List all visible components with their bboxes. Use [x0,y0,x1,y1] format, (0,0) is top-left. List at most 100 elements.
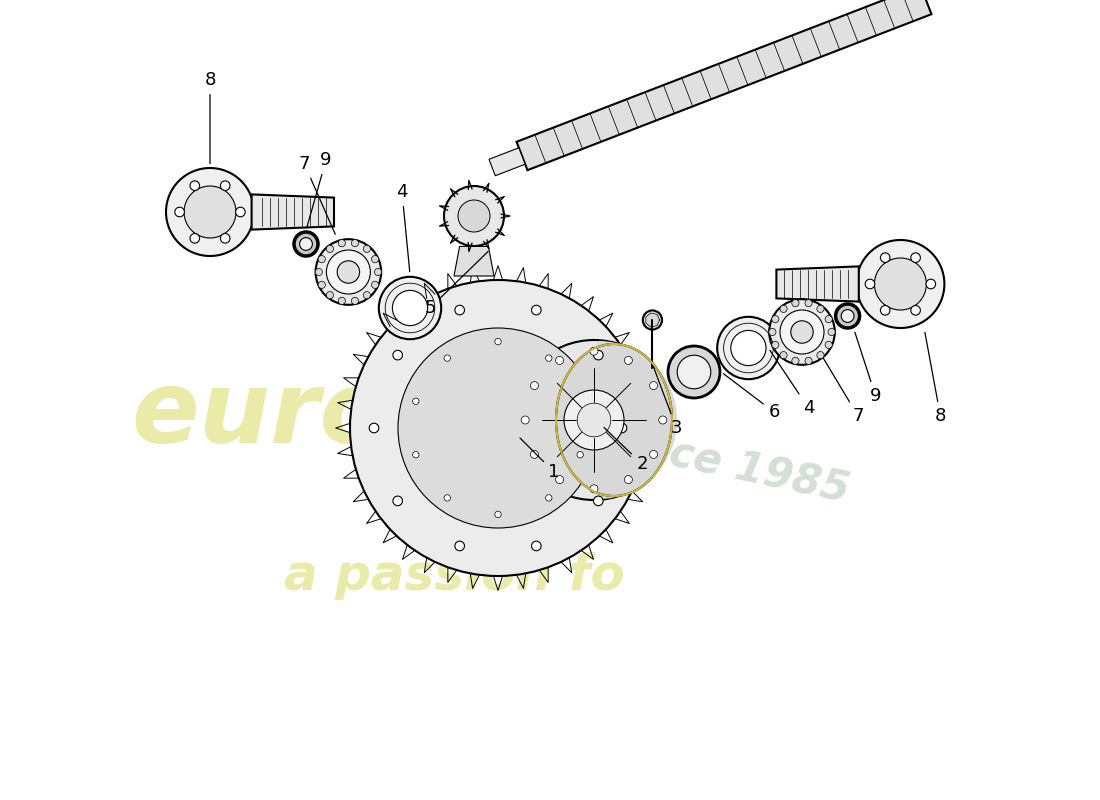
Text: a passion fo: a passion fo [284,552,625,600]
Circle shape [235,207,245,217]
Text: eurosp: eurosp [132,367,520,465]
Text: 1: 1 [520,438,560,481]
Wedge shape [598,342,676,498]
Ellipse shape [378,277,441,339]
Ellipse shape [678,355,711,389]
Text: 4: 4 [396,183,409,272]
Circle shape [190,234,199,243]
Circle shape [594,496,603,506]
Ellipse shape [556,344,672,496]
Ellipse shape [642,310,662,330]
Ellipse shape [294,232,318,256]
Circle shape [625,357,632,365]
Circle shape [495,338,502,345]
Circle shape [495,511,502,518]
Ellipse shape [350,280,646,576]
Ellipse shape [393,290,428,326]
Circle shape [590,347,598,355]
Ellipse shape [828,328,835,336]
Ellipse shape [578,403,610,437]
Ellipse shape [780,306,788,313]
Ellipse shape [836,304,859,328]
Polygon shape [252,194,334,230]
Text: 9: 9 [307,151,332,228]
Ellipse shape [363,246,371,253]
Ellipse shape [327,246,333,253]
Ellipse shape [372,255,378,262]
Ellipse shape [769,328,776,336]
Circle shape [546,494,552,501]
Ellipse shape [316,239,382,305]
Text: since 1985: since 1985 [598,418,854,510]
Text: 7: 7 [298,155,336,234]
Circle shape [370,423,378,433]
Circle shape [659,416,667,424]
Text: 8: 8 [925,332,946,425]
Ellipse shape [825,342,833,349]
Ellipse shape [299,238,312,250]
Ellipse shape [805,358,812,365]
Circle shape [578,398,583,405]
Circle shape [625,475,632,483]
Circle shape [530,450,538,458]
Ellipse shape [769,299,835,365]
Text: 2: 2 [604,427,648,473]
Circle shape [590,485,598,493]
Ellipse shape [351,298,359,305]
Ellipse shape [825,315,833,322]
Text: 4: 4 [770,350,814,417]
Ellipse shape [374,268,382,275]
Ellipse shape [857,240,945,328]
Polygon shape [777,266,859,302]
Ellipse shape [318,255,326,262]
Ellipse shape [327,291,333,298]
Circle shape [531,306,541,315]
Ellipse shape [166,168,254,256]
Circle shape [458,200,490,232]
Circle shape [556,475,563,483]
Ellipse shape [351,239,359,246]
Ellipse shape [514,340,674,500]
Text: 5: 5 [425,251,488,317]
Ellipse shape [564,390,624,450]
Ellipse shape [772,315,779,322]
Text: 8: 8 [205,71,216,164]
Polygon shape [454,246,494,276]
Polygon shape [490,148,525,176]
Text: 7: 7 [824,358,864,425]
Circle shape [594,350,603,360]
Ellipse shape [730,330,766,366]
Ellipse shape [717,317,780,379]
Ellipse shape [318,282,326,289]
Ellipse shape [398,328,598,528]
Ellipse shape [772,342,779,349]
Circle shape [190,181,199,190]
Circle shape [617,423,627,433]
Circle shape [911,306,921,315]
Text: 6: 6 [724,374,780,421]
Circle shape [444,355,450,362]
Ellipse shape [791,321,813,343]
Ellipse shape [805,299,812,306]
Circle shape [521,416,529,424]
Ellipse shape [792,299,799,306]
Ellipse shape [372,282,378,289]
Ellipse shape [327,250,371,294]
Circle shape [455,306,464,315]
Ellipse shape [316,268,322,275]
Ellipse shape [780,310,824,354]
Ellipse shape [338,261,360,283]
Circle shape [880,253,890,262]
Circle shape [911,253,921,262]
Ellipse shape [792,358,799,365]
Circle shape [650,450,658,458]
Ellipse shape [668,346,720,398]
Circle shape [866,279,874,289]
Ellipse shape [842,310,854,322]
Ellipse shape [444,186,504,246]
Circle shape [880,306,890,315]
Circle shape [412,451,419,458]
Ellipse shape [817,306,824,313]
Ellipse shape [363,291,371,298]
Circle shape [530,382,538,390]
